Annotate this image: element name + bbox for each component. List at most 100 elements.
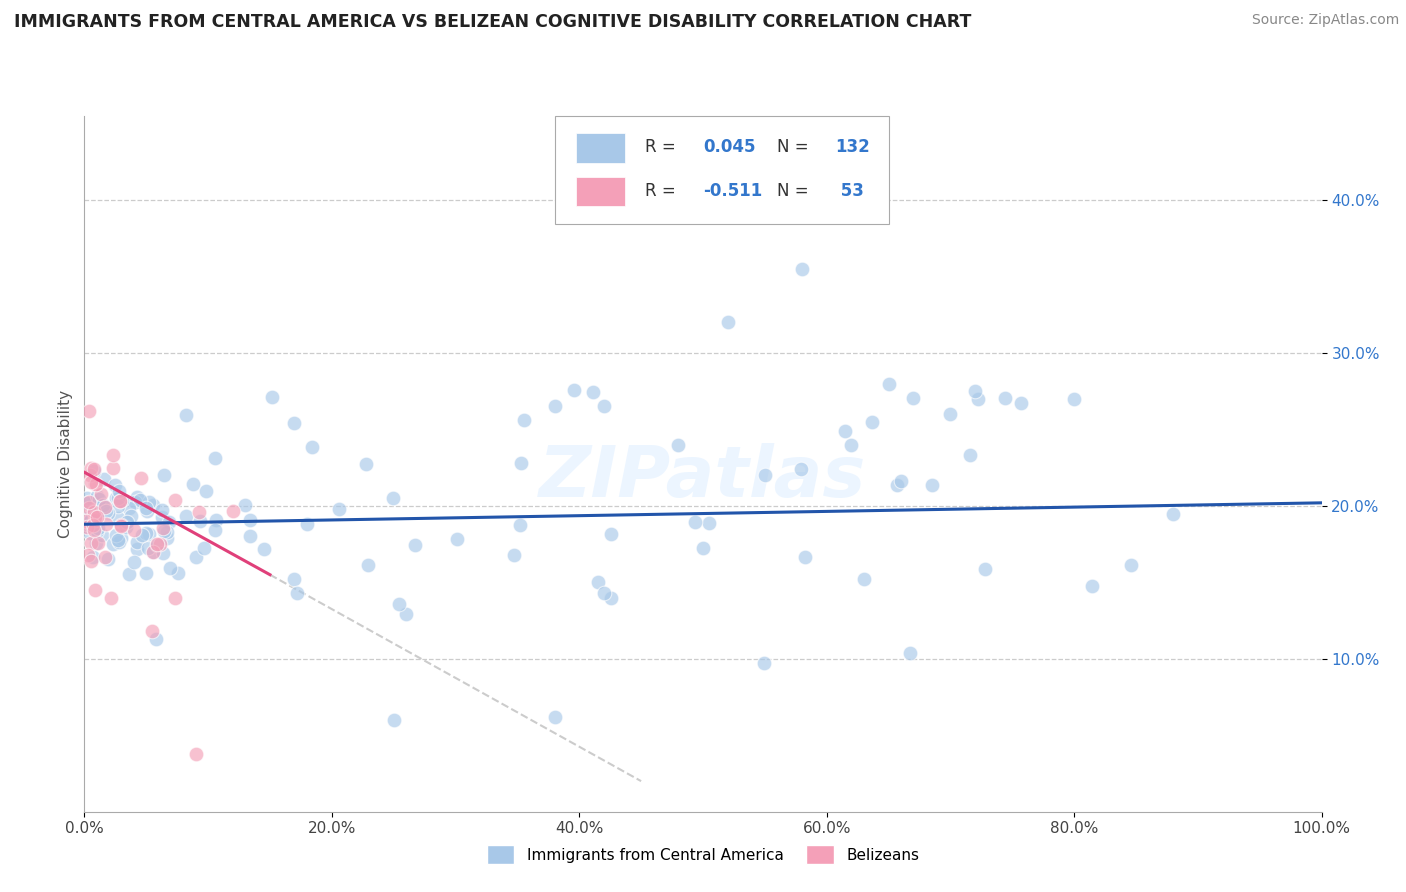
Point	[118, 567, 141, 582]
Point	[181, 476, 204, 491]
Point	[129, 471, 152, 485]
Point	[222, 504, 245, 518]
Point	[157, 515, 180, 529]
Point	[107, 491, 129, 506]
Point	[75, 514, 97, 528]
Point	[283, 416, 305, 430]
Point	[195, 483, 218, 498]
Point	[509, 456, 531, 470]
Point	[90, 528, 112, 542]
Point	[697, 516, 720, 531]
Text: R =: R =	[645, 182, 681, 200]
Point	[115, 515, 138, 529]
Point	[593, 400, 616, 414]
Point	[107, 499, 129, 513]
Point	[592, 586, 614, 600]
Point	[94, 550, 117, 565]
Point	[83, 494, 105, 508]
Text: ZIPatlas: ZIPatlas	[540, 443, 866, 512]
Point	[834, 425, 856, 439]
Point	[588, 574, 610, 589]
Point	[159, 560, 181, 574]
Point	[136, 541, 159, 555]
Point	[285, 586, 308, 600]
Point	[301, 440, 323, 454]
Point	[76, 548, 98, 562]
Point	[83, 523, 105, 537]
Text: R =: R =	[645, 138, 681, 156]
Point	[80, 512, 103, 526]
Point	[717, 315, 740, 329]
Point	[83, 517, 105, 532]
Legend: Immigrants from Central America, Belizeans: Immigrants from Central America, Belizea…	[481, 839, 925, 871]
Point	[754, 468, 776, 483]
Point	[96, 516, 118, 531]
Point	[790, 261, 813, 276]
Point	[860, 415, 883, 429]
Point	[184, 550, 207, 565]
Point	[129, 493, 152, 508]
Point	[901, 391, 924, 405]
Point	[150, 509, 173, 524]
Point	[381, 491, 404, 505]
Point	[959, 448, 981, 462]
Point	[115, 520, 138, 534]
Point	[841, 438, 863, 452]
Point	[103, 448, 125, 462]
Point	[86, 489, 108, 503]
Text: -0.511: -0.511	[703, 182, 762, 200]
Point	[328, 502, 350, 516]
Point	[994, 392, 1017, 406]
Point	[100, 591, 122, 605]
Point	[204, 524, 226, 538]
Point	[666, 438, 689, 452]
Point	[165, 591, 187, 605]
Point	[184, 747, 207, 761]
Point	[76, 496, 98, 510]
Y-axis label: Cognitive Disability: Cognitive Disability	[58, 390, 73, 538]
Point	[1063, 392, 1085, 406]
Point	[153, 468, 176, 483]
Text: N =: N =	[778, 182, 814, 200]
Point	[79, 515, 101, 529]
Point	[135, 501, 157, 516]
Point	[599, 591, 621, 605]
Point	[155, 525, 177, 540]
Point	[77, 501, 100, 516]
Point	[138, 494, 160, 508]
Point	[104, 478, 127, 492]
Point	[582, 385, 605, 400]
Point	[155, 531, 177, 545]
Point	[502, 549, 524, 563]
Point	[692, 541, 714, 555]
Point	[83, 582, 105, 597]
Text: 0.045: 0.045	[703, 138, 755, 156]
Point	[131, 528, 153, 542]
Point	[97, 506, 120, 520]
Point	[142, 545, 165, 559]
Point	[446, 532, 468, 546]
FancyBboxPatch shape	[554, 116, 889, 224]
Point	[101, 537, 124, 551]
Point	[108, 484, 131, 499]
Point	[76, 516, 98, 531]
Point	[107, 533, 129, 547]
Point	[239, 529, 262, 543]
Point	[141, 498, 163, 512]
Point	[82, 550, 104, 565]
Point	[127, 535, 149, 549]
Point	[174, 509, 197, 524]
Point	[80, 475, 103, 490]
Point	[84, 513, 107, 527]
Point	[382, 713, 405, 727]
Point	[965, 384, 987, 399]
Point	[82, 518, 104, 533]
Point	[683, 515, 706, 529]
Point	[90, 487, 112, 501]
Bar	[575, 178, 626, 206]
Point	[789, 462, 811, 476]
Point	[111, 492, 134, 507]
Text: IMMIGRANTS FROM CENTRAL AMERICA VS BELIZEAN COGNITIVE DISABILITY CORRELATION CHA: IMMIGRANTS FROM CENTRAL AMERICA VS BELIZ…	[14, 13, 972, 31]
Point	[118, 500, 141, 515]
Point	[79, 525, 101, 540]
